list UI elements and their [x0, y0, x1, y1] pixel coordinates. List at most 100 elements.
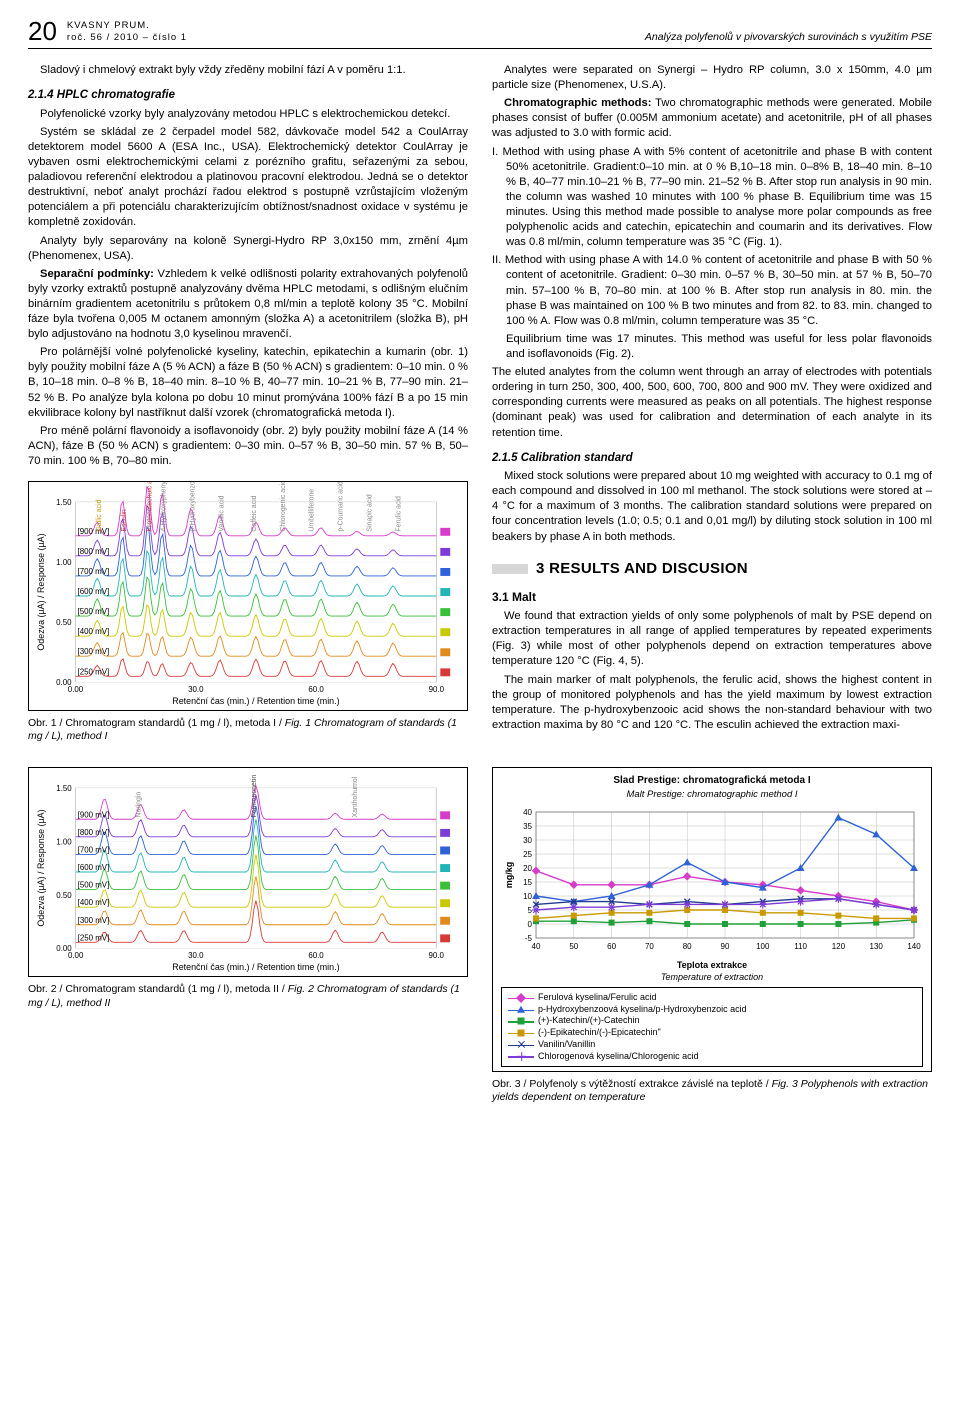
svg-text:mg/kg: mg/kg — [504, 861, 514, 888]
svg-text:35: 35 — [523, 822, 532, 831]
fig3-caption-main: Obr. 3 / Polyfenoly s výtěžností extrakc… — [492, 1078, 772, 1090]
svg-text:110: 110 — [794, 942, 807, 951]
right-sec-215: 2.1.5 Calibration standard — [492, 451, 932, 467]
svg-text:Gallic acid: Gallic acid — [96, 500, 103, 532]
svg-text:p-Hydroxybenzoic acid: p-Hydroxybenzoic acid — [190, 482, 197, 532]
legend-item: Chlorogenová kyselina/Chlorogenic acid — [508, 1051, 916, 1063]
svg-text:40: 40 — [532, 942, 541, 951]
left-p6: Pro polárnější volné polyfenolické kysel… — [28, 345, 468, 421]
svg-text:[800 mV]: [800 mV] — [78, 828, 110, 837]
svg-text:40: 40 — [523, 808, 532, 817]
figure-2-frame: 0.0030.060.090.00.000.501.001.50Odezva (… — [28, 767, 468, 977]
svg-text:1.00: 1.00 — [56, 838, 72, 847]
svg-text:Caffeic acid: Caffeic acid — [251, 496, 258, 532]
header-left: 20 KVASNY PRUM. roč. 56 / 2010 – číslo 1 — [28, 18, 187, 44]
svg-text:30: 30 — [523, 836, 532, 845]
svg-text:[300 mV]: [300 mV] — [77, 647, 109, 656]
legend-item: p-Hydroxybenzoová kyselina/p-Hydroxybenz… — [508, 1004, 916, 1016]
svg-text:1.50: 1.50 — [56, 498, 72, 507]
left-p5-bold: Separační podmínky: — [40, 268, 154, 280]
right-li2b: Equilibrium time was 17 minutes. This me… — [492, 332, 932, 362]
svg-text:0.50: 0.50 — [56, 891, 72, 900]
svg-text:100: 100 — [756, 942, 770, 951]
svg-text:0.00: 0.00 — [56, 678, 72, 687]
svg-text:0.50: 0.50 — [56, 618, 72, 627]
left-p4: Analyty byly separovány na koloně Synerg… — [28, 234, 468, 264]
svg-text:60: 60 — [607, 942, 616, 951]
figure-1: 0.0030.060.090.00.000.501.001.50Odezva (… — [28, 481, 468, 743]
figure-3-frame: Slad Prestige: chromatografická metoda I… — [492, 767, 932, 1072]
legend-label: p-Hydroxybenzoová kyselina/p-Hydroxybenz… — [538, 1004, 747, 1016]
right-column: Analytes were separated on Synergi – Hyd… — [492, 63, 932, 749]
svg-text:120: 120 — [832, 942, 846, 951]
svg-text:140: 140 — [907, 942, 921, 951]
svg-text:Ferulic acid: Ferulic acid — [395, 496, 402, 532]
svg-text:[500 mV]: [500 mV] — [78, 881, 110, 890]
right-p2-bold: Chromatographic methods: — [504, 97, 651, 109]
figure-2: 0.0030.060.090.00.000.501.001.50Odezva (… — [28, 767, 468, 1009]
svg-text:Vanillic acid: Vanillic acid — [218, 496, 225, 532]
svg-text:[700 mV]: [700 mV] — [78, 846, 110, 855]
fig3-xlabel-it: Temperature of extraction — [501, 971, 923, 983]
svg-text:70: 70 — [645, 942, 654, 951]
figure-2-caption: Obr. 2 / Chromatogram standardů (1 mg / … — [28, 983, 468, 1009]
legend-label: Vanilin/Vanillin — [538, 1039, 595, 1051]
left-column: Sladový i chmelový extrakt byly vždy zře… — [28, 63, 468, 749]
svg-text:[400 mV]: [400 mV] — [77, 627, 109, 636]
fig3-legend: Ferulová kyselina/Ferulic acidp-Hydroxyb… — [501, 987, 923, 1067]
running-title: Analýza polyfenolů v pivovarských surovi… — [645, 30, 932, 44]
svg-text:0: 0 — [528, 920, 533, 929]
legend-item: Vanilin/Vanillin — [508, 1039, 916, 1051]
svg-text:Umbelliferone: Umbelliferone — [309, 489, 316, 532]
svg-text:90.0: 90.0 — [428, 952, 444, 961]
svg-text:90: 90 — [721, 942, 730, 951]
svg-text:p-Coumaric acid: p-Coumaric acid — [338, 482, 345, 532]
left-p7: Pro méně polární flavonoidy a isoflavono… — [28, 424, 468, 469]
legend-item: Ferulová kyselina/Ferulic acid — [508, 992, 916, 1004]
svg-text:30.0: 30.0 — [188, 952, 204, 961]
svg-text:[400 mV]: [400 mV] — [78, 899, 110, 908]
svg-text:20: 20 — [523, 864, 532, 873]
legend-label: Ferulová kyselina/Ferulic acid — [538, 992, 657, 1004]
right-li1: I. Method with using phase A with 5% con… — [492, 145, 932, 251]
figure-3: Slad Prestige: chromatografická metoda I… — [492, 767, 932, 1104]
svg-text:1.00: 1.00 — [56, 558, 72, 567]
svg-text:[900 mV]: [900 mV] — [78, 811, 110, 820]
figure-3-caption: Obr. 3 / Polyfenoly s výtěžností extrakc… — [492, 1078, 932, 1104]
svg-text:[250 mV]: [250 mV] — [78, 934, 110, 943]
svg-text:[900 mV]: [900 mV] — [77, 527, 109, 536]
right-p5: We found that extraction yields of only … — [492, 609, 932, 669]
fig3-svg: -505101520253035404050607080901001101201… — [501, 806, 923, 956]
legend-label: (-)-Epikatechin/(-)-Epicatechin" — [538, 1027, 661, 1039]
right-p2: Chromatographic methods: Two chromatogra… — [492, 96, 932, 141]
figure-1-caption: Obr. 1 / Chromatogram standardů (1 mg / … — [28, 717, 468, 743]
figure-1-frame: 0.0030.060.090.00.000.501.001.50Odezva (… — [28, 481, 468, 711]
bottom-figures: 0.0030.060.090.00.000.501.001.50Odezva (… — [28, 767, 932, 1104]
svg-text:25: 25 — [523, 850, 532, 859]
legend-item: (+)-Katechin/(+)-Catechin — [508, 1015, 916, 1027]
section-31-heading: 3.1 Malt — [492, 589, 932, 605]
svg-text:130: 130 — [870, 942, 884, 951]
svg-text:Retenční čas (min.) / Retentio: Retenční čas (min.) / Retention time (mi… — [172, 962, 339, 972]
svg-text:0.00: 0.00 — [56, 945, 72, 954]
fig1-caption-main: Obr. 1 / Chromatogram standardů (1 mg / … — [28, 717, 285, 729]
right-p6: The main marker of malt polyphenols, the… — [492, 673, 932, 733]
page-number: 20 — [28, 18, 57, 44]
svg-text:90.0: 90.0 — [429, 685, 445, 694]
svg-text:Sinapic acid: Sinapic acid — [366, 494, 373, 531]
fig3-subtitle: Malt Prestige: chromatographic method I — [501, 789, 923, 802]
chromatogram-2-svg: 0.0030.060.090.00.000.501.001.50Odezva (… — [29, 768, 467, 976]
left-p5: Separační podmínky: Vzhledem k velké odl… — [28, 267, 468, 343]
fig3-xlabel: Teplota extrakce — [501, 959, 923, 971]
svg-text:Esculin: Esculin — [121, 509, 128, 531]
svg-text:Xanthohumol: Xanthohumol — [352, 777, 359, 818]
chromatogram-1-svg: 0.0030.060.090.00.000.501.001.50Odezva (… — [29, 482, 467, 710]
right-p3: The eluted analytes from the column went… — [492, 365, 932, 441]
section-3-text: 3 RESULTS AND DISCUSION — [536, 559, 748, 579]
svg-text:60.0: 60.0 — [308, 952, 324, 961]
svg-text:30.0: 30.0 — [188, 685, 204, 694]
svg-text:Naringin: Naringin — [136, 792, 143, 818]
svg-text:Protocatechuic acid: Protocatechuic acid — [146, 482, 153, 532]
svg-text:Chlorogenic acid: Chlorogenic acid — [280, 482, 287, 532]
svg-text:[300 mV]: [300 mV] — [78, 916, 110, 925]
